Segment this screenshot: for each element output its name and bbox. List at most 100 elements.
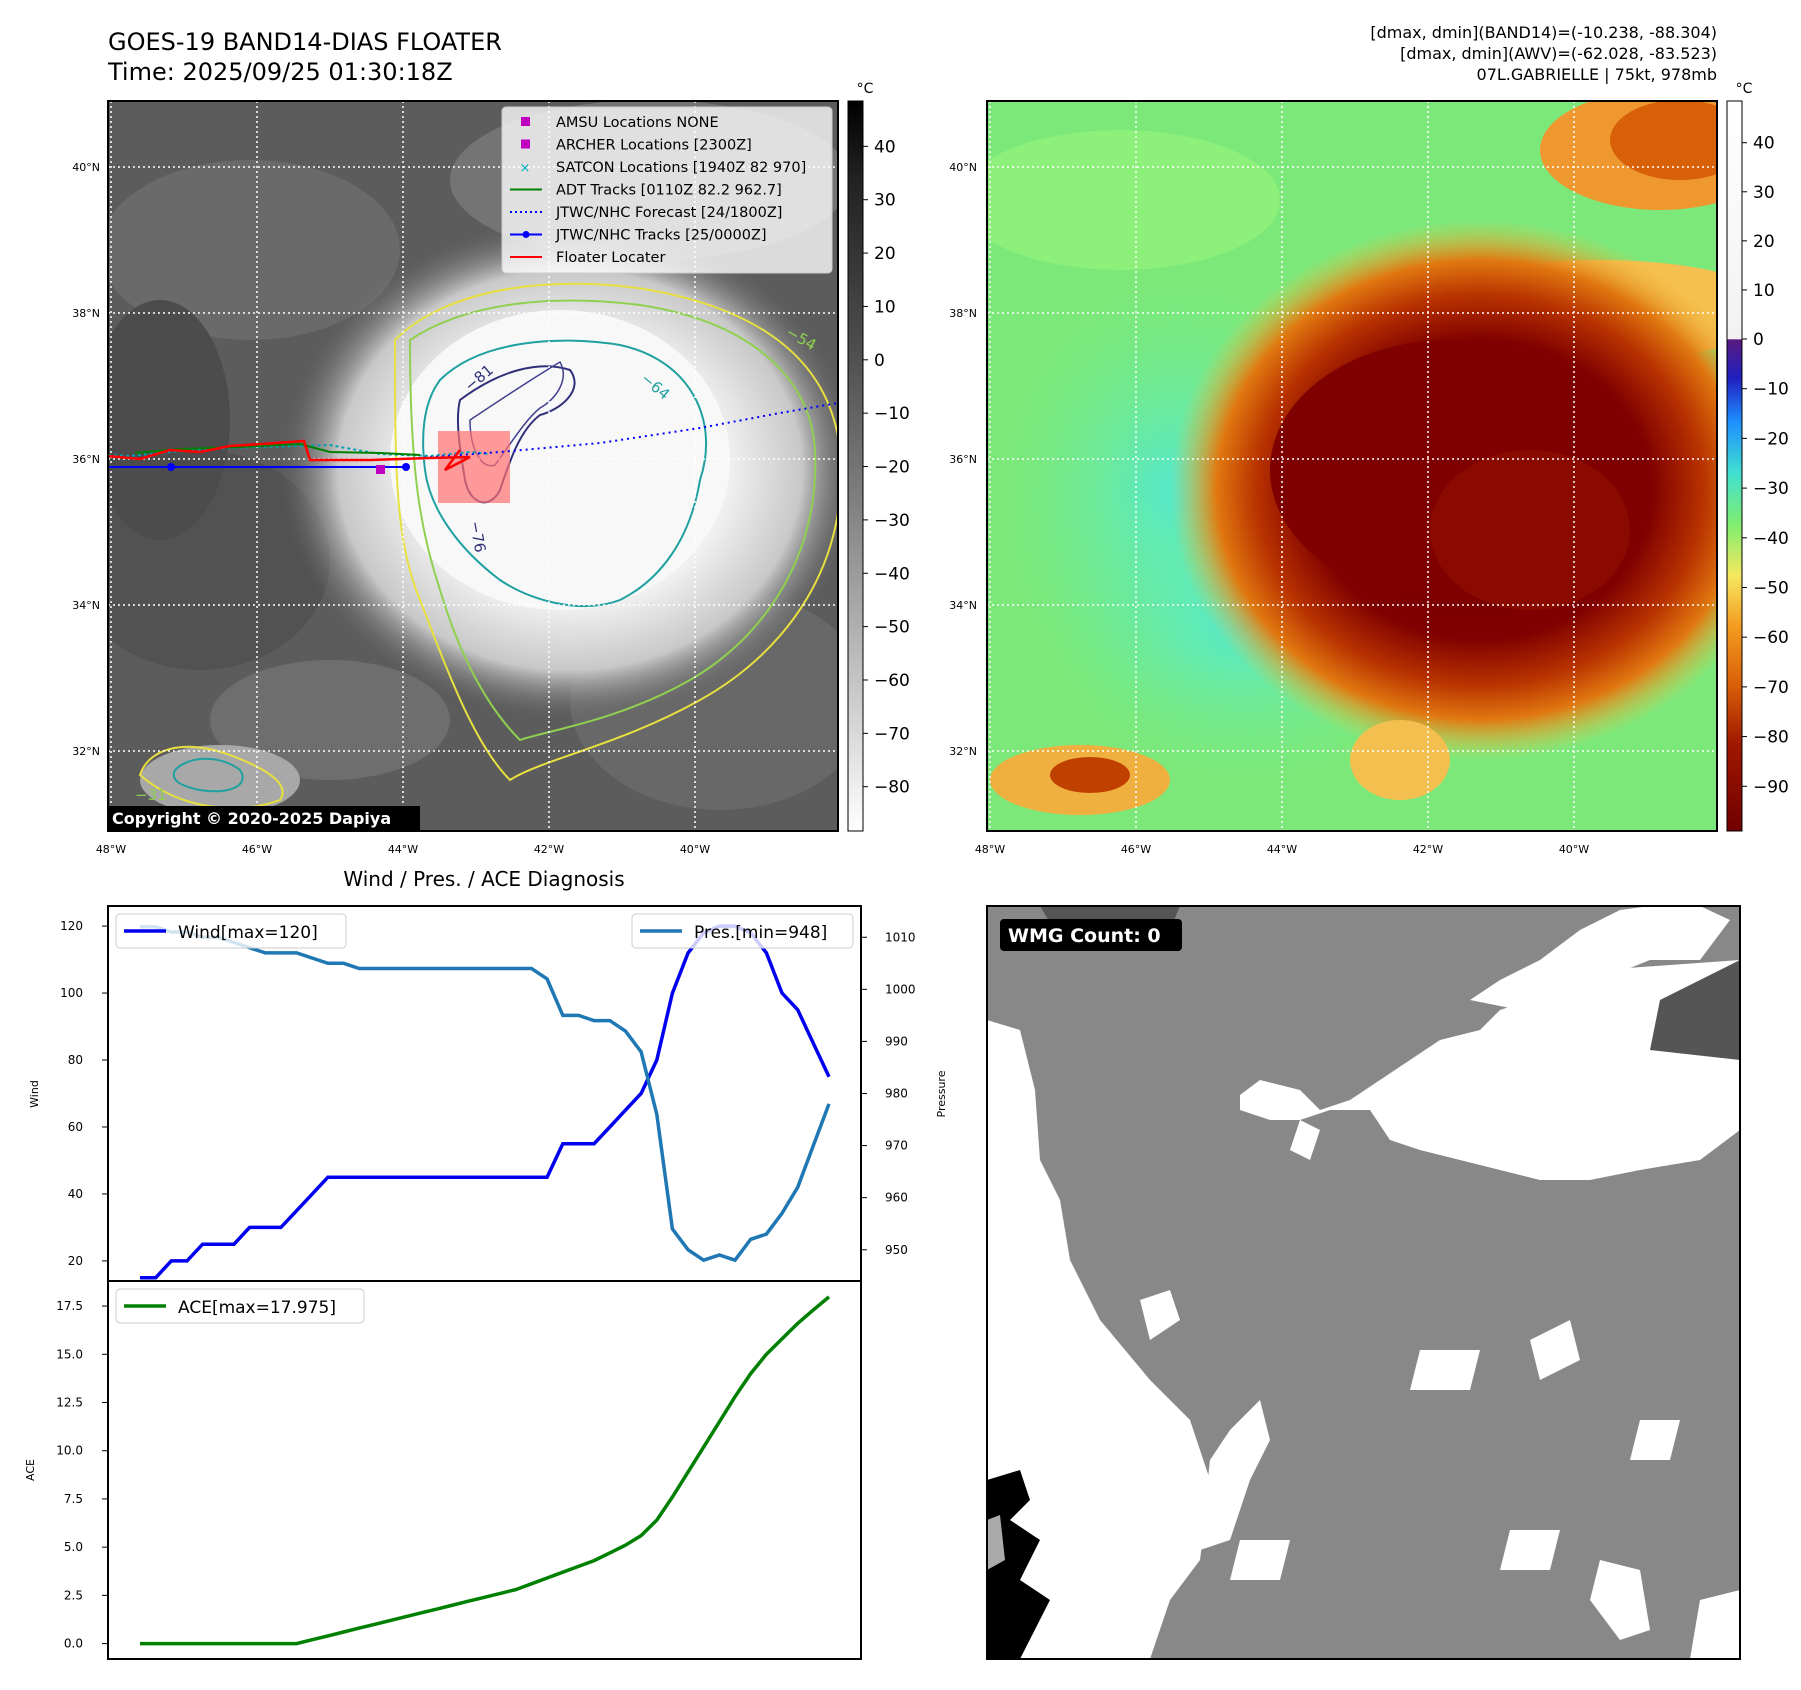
wind-y-tick-label: 80 [68, 1053, 83, 1067]
legend-item: Floater Locater [510, 250, 665, 266]
colorbar-tick-label: −40 [874, 564, 910, 584]
colorbar-tick-label: 0 [1753, 330, 1764, 350]
colorbar-tick-label: −20 [874, 458, 910, 478]
figure-time: Time: 2025/09/25 01:30:18Z [107, 58, 453, 86]
figure-title: GOES-19 BAND14-DIAS FLOATER [108, 28, 502, 56]
svg-text:40°W: 40°W [680, 843, 710, 856]
ir-map-panel: −81 −76 −64 −54 −31 [72, 100, 839, 856]
wind-legend: Wind[max=120] [115, 913, 347, 949]
svg-text:42°W: 42°W [1413, 843, 1443, 856]
pressure-axis-label: Pressure [935, 1070, 948, 1117]
legend-item: ARCHER Locations [2300Z] [521, 138, 752, 154]
svg-text:32°N: 32°N [72, 745, 100, 758]
colorbar-tick-label: 10 [1753, 281, 1775, 301]
ir-colorbar-unit: °C [857, 81, 874, 97]
ace-y-tick-label: 17.5 [56, 1299, 83, 1313]
svg-text:34°N: 34°N [72, 599, 100, 612]
ace-y-tick-label: 2.5 [64, 1588, 83, 1602]
ir-colorbar: °C 40 30 20 10 0 −10 −20 −30 −40 −50 −60 −70 −80 [847, 81, 910, 832]
colorbar-tick-label: 40 [1753, 134, 1775, 154]
legend-label: AMSU Locations NONE [556, 115, 719, 131]
legend-label: SATCON Locations [1940Z 82 970] [556, 160, 806, 176]
ace-legend-label: ACE[max=17.975] [178, 1298, 336, 1318]
colorbar-tick-label: −50 [1753, 578, 1789, 598]
copyright-text: Copyright © 2020-2025 Dapiya [112, 809, 391, 828]
svg-text:46°W: 46°W [1121, 843, 1151, 856]
diagnosis-title: Wind / Pres. / ACE Diagnosis [343, 867, 624, 891]
adt-track [134, 442, 421, 456]
colorbar-tick-label: −80 [874, 778, 910, 798]
svg-text:46°W: 46°W [242, 843, 272, 856]
ace-y-tick-label: 12.5 [56, 1396, 83, 1410]
colorbar-tick-label: −40 [1753, 529, 1789, 549]
pressure-y-tick-label: 950 [885, 1243, 908, 1257]
pressure-y-tick-label: 1000 [885, 982, 916, 996]
colorbar-tick-label: −20 [1753, 429, 1789, 449]
ace-axis-label: ACE [24, 1459, 37, 1481]
svg-text:40°N: 40°N [949, 161, 977, 174]
colorbar-tick-label: −70 [1753, 678, 1789, 698]
svg-text:38°N: 38°N [949, 307, 977, 320]
svg-text:44°W: 44°W [1267, 843, 1297, 856]
svg-text:38°N: 38°N [72, 307, 100, 320]
legend-item: JTWC/NHC Tracks [25/0000Z] [510, 228, 767, 244]
pressure-y-tick-label: 990 [885, 1034, 908, 1048]
awv-colorbar: °C 40 30 20 10 0 −10 −20 −30 −40 −50 −60 −70 −80 −90 [1726, 81, 1789, 832]
legend-item: ADT Tracks [0110Z 82.2 962.7] [510, 183, 782, 199]
wind-y-tick-label: 60 [68, 1120, 83, 1134]
wmg-count-label: WMG Count: 0 [1008, 925, 1161, 947]
colorbar-tick-label: −50 [874, 618, 910, 638]
awv-map-ticks: 40°N 38°N 36°N 34°N 32°N 48°W 46°W 44°W … [949, 161, 1589, 856]
legend-label: ARCHER Locations [2300Z] [556, 138, 752, 154]
legend-dot-marker [522, 231, 530, 238]
ace-y-tick-label: 10.0 [56, 1444, 83, 1458]
svg-text:36°N: 36°N [72, 453, 100, 466]
colorbar-tick-label: −10 [1753, 380, 1789, 400]
colorbar-tick-label: −80 [1753, 728, 1789, 748]
legend-label: Floater Locater [556, 250, 665, 266]
pressure-y-tick-label: 1010 [885, 930, 916, 944]
legend-square-marker [521, 139, 530, 149]
colorbar-tick-label: −30 [874, 511, 910, 531]
pressure-y-tick-label: 980 [885, 1087, 908, 1101]
pressure-series-line [140, 925, 831, 1263]
ace-chart: 0.0 2.5 5.0 7.5 10.0 12.5 15.0 17.5 ACE ACE[max… [24, 1280, 862, 1660]
ace-legend: ACE[max=17.975] [115, 1288, 365, 1324]
colorbar-tick-label: −60 [874, 671, 910, 691]
colorbar-tick-label: 40 [874, 137, 896, 157]
ace-y-tick-label: 7.5 [64, 1492, 83, 1506]
colorbar-tick-label: 20 [1753, 232, 1775, 252]
colorbar-tick-label: 30 [1753, 183, 1775, 203]
legend-label: JTWC/NHC Tracks [25/0000Z] [555, 228, 767, 244]
contour-label-76: −76 [466, 520, 489, 554]
pressure-legend: Pres.[min=948] [631, 913, 854, 949]
ace-series-line [140, 1295, 831, 1646]
wind-y-tick-label: 120 [60, 919, 83, 933]
wind-axis-label: Wind [28, 1080, 41, 1108]
wind-y-tick-label: 100 [60, 986, 83, 1000]
colorbar-tick-label: −60 [1753, 628, 1789, 648]
pressure-legend-label: Pres.[min=948] [694, 923, 827, 943]
contour-label-31: −31 [135, 786, 167, 804]
awv-map-panel: 40°N 38°N 36°N 34°N 32°N 48°W 46°W 44°W … [949, 100, 1718, 856]
wmg-panel: WMG Count: 0 [986, 905, 1741, 1660]
info-storm: 07L.GABRIELLE | 75kt, 978mb [1477, 65, 1717, 84]
legend-item: JTWC/NHC Forecast [24/1800Z] [510, 205, 782, 221]
svg-text:34°N: 34°N [949, 599, 977, 612]
legend-item: AMSU Locations NONE [521, 115, 719, 131]
jtwc-forecast-track [405, 402, 838, 460]
svg-text:40°N: 40°N [72, 161, 100, 174]
svg-text:48°W: 48°W [96, 843, 126, 856]
svg-text:42°W: 42°W [534, 843, 564, 856]
pressure-y-tick-label: 970 [885, 1139, 908, 1153]
legend-item: × SATCON Locations [1940Z 82 970] [520, 160, 807, 176]
svg-text:40°W: 40°W [1559, 843, 1589, 856]
wind-y-tick-label: 40 [68, 1187, 83, 1201]
ace-y-tick-label: 15.0 [56, 1347, 83, 1361]
colorbar-tick-label: −90 [1753, 777, 1789, 797]
info-band14-range: [dmax, dmin](BAND14)=(-10.238, -88.304) [1370, 23, 1717, 42]
colorbar-tick-label: −10 [874, 404, 910, 424]
colorbar-tick-label: 10 [874, 297, 896, 317]
legend-square-marker [521, 117, 530, 126]
